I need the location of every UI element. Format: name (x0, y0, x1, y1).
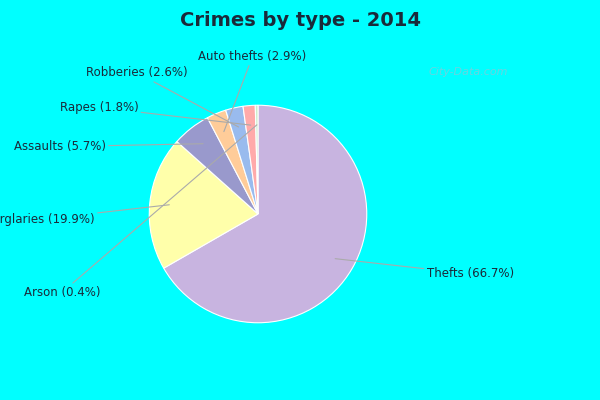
Text: Auto thefts (2.9%): Auto thefts (2.9%) (199, 50, 307, 132)
Wedge shape (208, 110, 258, 214)
Text: Thefts (66.7%): Thefts (66.7%) (335, 259, 514, 280)
Text: Arson (0.4%): Arson (0.4%) (24, 125, 257, 299)
Wedge shape (226, 106, 258, 214)
Text: City-Data.com: City-Data.com (428, 67, 508, 77)
Wedge shape (243, 105, 258, 214)
Text: Rapes (1.8%): Rapes (1.8%) (59, 101, 251, 125)
Text: Crimes by type - 2014: Crimes by type - 2014 (179, 12, 421, 30)
Wedge shape (255, 105, 258, 214)
Text: Burglaries (19.9%): Burglaries (19.9%) (0, 205, 169, 226)
Wedge shape (149, 142, 258, 268)
Wedge shape (164, 105, 367, 323)
Text: Assaults (5.7%): Assaults (5.7%) (14, 140, 203, 153)
Text: Robberies (2.6%): Robberies (2.6%) (86, 66, 239, 127)
Wedge shape (177, 118, 258, 214)
